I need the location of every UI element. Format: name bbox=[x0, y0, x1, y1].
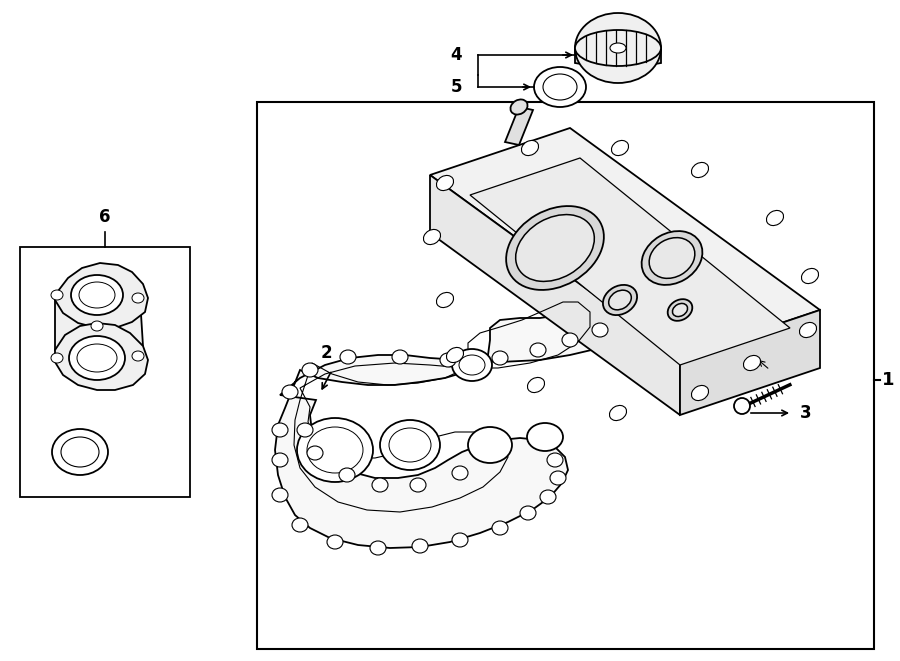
Ellipse shape bbox=[530, 343, 546, 357]
Ellipse shape bbox=[734, 398, 750, 414]
Polygon shape bbox=[55, 298, 143, 350]
Ellipse shape bbox=[77, 344, 117, 372]
Polygon shape bbox=[575, 48, 661, 70]
Ellipse shape bbox=[272, 488, 288, 502]
Ellipse shape bbox=[132, 351, 144, 361]
Ellipse shape bbox=[459, 355, 485, 375]
Ellipse shape bbox=[272, 453, 288, 467]
Text: 5: 5 bbox=[451, 78, 462, 96]
Ellipse shape bbox=[51, 290, 63, 300]
Ellipse shape bbox=[540, 490, 556, 504]
Ellipse shape bbox=[297, 418, 373, 482]
Ellipse shape bbox=[412, 539, 428, 553]
Ellipse shape bbox=[802, 268, 818, 284]
Ellipse shape bbox=[307, 446, 323, 460]
Ellipse shape bbox=[649, 238, 695, 278]
Ellipse shape bbox=[424, 229, 440, 245]
Ellipse shape bbox=[611, 140, 628, 155]
Text: 4: 4 bbox=[450, 46, 462, 64]
Ellipse shape bbox=[610, 43, 626, 53]
Bar bbox=[257, 102, 874, 649]
Bar bbox=[20, 247, 190, 497]
Ellipse shape bbox=[527, 377, 544, 393]
Ellipse shape bbox=[436, 175, 454, 190]
Ellipse shape bbox=[799, 323, 816, 338]
Polygon shape bbox=[430, 128, 820, 357]
Ellipse shape bbox=[520, 506, 536, 520]
Ellipse shape bbox=[492, 521, 508, 535]
Ellipse shape bbox=[767, 210, 784, 225]
Ellipse shape bbox=[452, 349, 492, 381]
Ellipse shape bbox=[691, 163, 708, 178]
Ellipse shape bbox=[440, 353, 456, 367]
Ellipse shape bbox=[516, 215, 594, 282]
Ellipse shape bbox=[452, 466, 468, 480]
Ellipse shape bbox=[292, 518, 308, 532]
Ellipse shape bbox=[534, 67, 586, 107]
Ellipse shape bbox=[446, 348, 464, 362]
Ellipse shape bbox=[302, 363, 318, 377]
Ellipse shape bbox=[71, 275, 123, 315]
Ellipse shape bbox=[521, 140, 538, 155]
Text: 1: 1 bbox=[882, 371, 895, 389]
Ellipse shape bbox=[410, 478, 426, 492]
Ellipse shape bbox=[575, 30, 661, 66]
Ellipse shape bbox=[132, 293, 144, 303]
Ellipse shape bbox=[340, 350, 356, 364]
Ellipse shape bbox=[691, 385, 708, 401]
Ellipse shape bbox=[69, 336, 125, 380]
Ellipse shape bbox=[380, 420, 440, 470]
Ellipse shape bbox=[370, 541, 386, 555]
Ellipse shape bbox=[389, 428, 431, 462]
Ellipse shape bbox=[506, 206, 604, 290]
Text: 6: 6 bbox=[99, 208, 111, 226]
Ellipse shape bbox=[543, 74, 577, 100]
Ellipse shape bbox=[592, 323, 608, 337]
Ellipse shape bbox=[575, 13, 661, 83]
Ellipse shape bbox=[608, 290, 631, 310]
Ellipse shape bbox=[642, 231, 702, 285]
Ellipse shape bbox=[392, 350, 408, 364]
Ellipse shape bbox=[372, 478, 388, 492]
Ellipse shape bbox=[668, 299, 692, 321]
Ellipse shape bbox=[339, 468, 355, 482]
Ellipse shape bbox=[547, 453, 563, 467]
Polygon shape bbox=[680, 310, 820, 415]
Ellipse shape bbox=[609, 405, 626, 420]
Polygon shape bbox=[470, 158, 790, 365]
Polygon shape bbox=[275, 285, 652, 548]
Ellipse shape bbox=[436, 292, 454, 307]
Ellipse shape bbox=[272, 423, 288, 437]
Ellipse shape bbox=[603, 285, 637, 315]
Ellipse shape bbox=[297, 423, 313, 437]
Ellipse shape bbox=[562, 333, 578, 347]
Ellipse shape bbox=[327, 535, 343, 549]
Ellipse shape bbox=[492, 351, 508, 365]
Ellipse shape bbox=[52, 429, 108, 475]
Text: 2: 2 bbox=[320, 344, 332, 362]
Ellipse shape bbox=[468, 427, 512, 463]
Ellipse shape bbox=[307, 427, 363, 473]
Ellipse shape bbox=[79, 282, 115, 308]
Ellipse shape bbox=[527, 423, 563, 451]
Ellipse shape bbox=[510, 99, 527, 114]
Ellipse shape bbox=[51, 353, 63, 363]
Text: 3: 3 bbox=[800, 404, 812, 422]
Ellipse shape bbox=[672, 303, 688, 317]
Ellipse shape bbox=[61, 437, 99, 467]
Ellipse shape bbox=[550, 471, 566, 485]
Polygon shape bbox=[55, 263, 148, 328]
Polygon shape bbox=[55, 323, 148, 390]
Ellipse shape bbox=[452, 533, 468, 547]
Ellipse shape bbox=[91, 321, 103, 331]
Polygon shape bbox=[430, 175, 680, 415]
Ellipse shape bbox=[282, 385, 298, 399]
Ellipse shape bbox=[743, 356, 760, 371]
Polygon shape bbox=[505, 107, 533, 145]
